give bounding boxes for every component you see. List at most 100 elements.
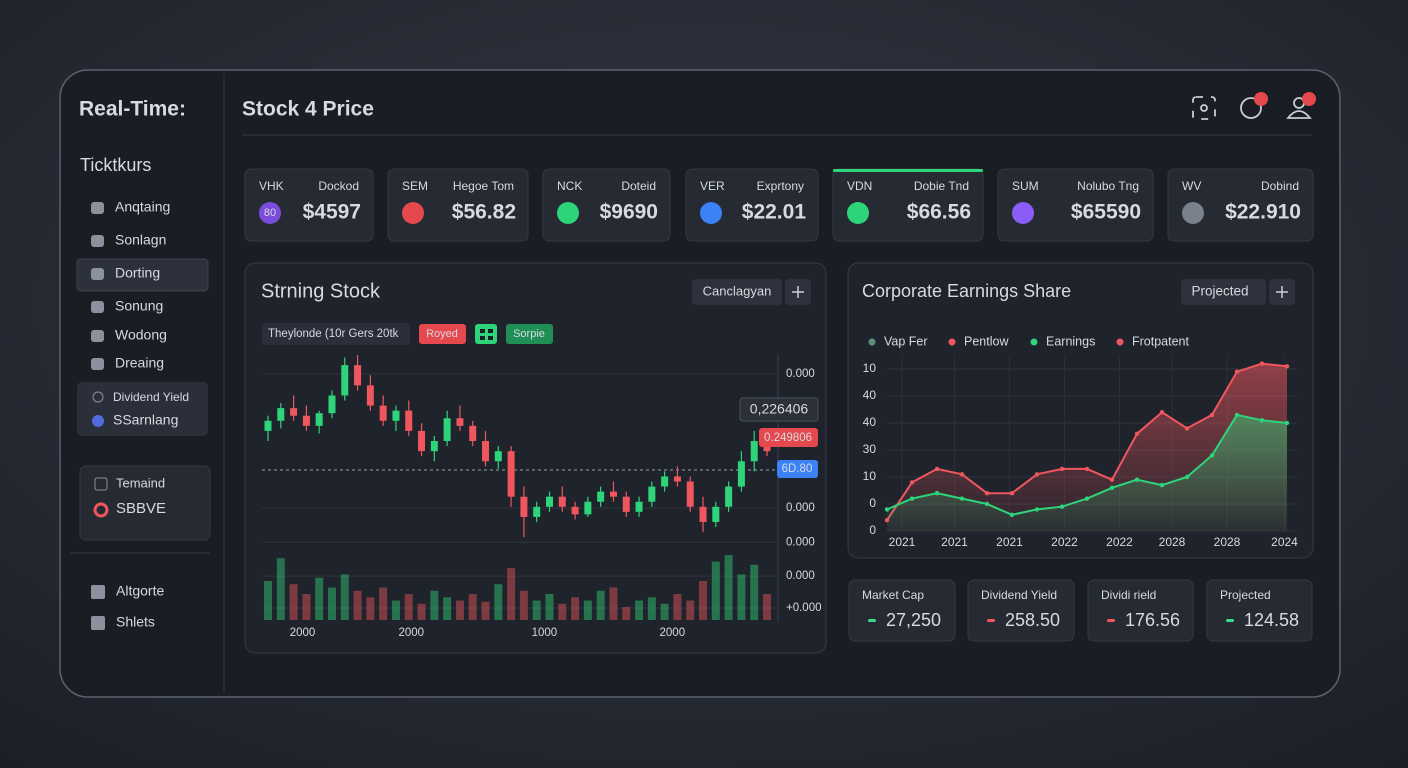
stat-icon bbox=[1226, 619, 1234, 622]
point bbox=[1134, 477, 1140, 482]
y-tick-label: 0.000 bbox=[786, 368, 815, 380]
point bbox=[1059, 466, 1065, 472]
nav-icon bbox=[91, 202, 104, 214]
volume-bar bbox=[366, 597, 375, 620]
candle-body bbox=[366, 385, 374, 406]
button[interactable] bbox=[692, 279, 782, 305]
ticker-value: $9690 bbox=[600, 201, 658, 224]
x-tick-label: 2028 bbox=[1159, 535, 1186, 549]
y-tick-label: 0 bbox=[869, 523, 876, 537]
ticker-icon bbox=[259, 202, 281, 224]
point bbox=[1284, 420, 1290, 426]
ticker-value: $4597 bbox=[303, 201, 361, 224]
nav-item[interactable]: Dorting bbox=[115, 265, 160, 281]
candle-body bbox=[302, 415, 310, 426]
legend-label: Frotpatent bbox=[1132, 334, 1190, 348]
ticker-card[interactable] bbox=[244, 168, 374, 242]
ticker-card[interactable] bbox=[997, 168, 1154, 242]
panel-title: Strning Stock bbox=[261, 280, 381, 302]
volume-bar bbox=[264, 581, 272, 620]
stat-card bbox=[1206, 579, 1313, 642]
tag[interactable] bbox=[419, 324, 466, 344]
ticker-label: Dobie Tnd bbox=[914, 179, 969, 193]
x-tick-label: 2000 bbox=[660, 627, 686, 639]
ticker-symbol: SUM bbox=[1012, 179, 1039, 193]
point bbox=[1184, 426, 1190, 431]
volume-bar bbox=[724, 555, 733, 620]
volume-bar bbox=[647, 597, 656, 620]
nav-icon bbox=[92, 415, 104, 427]
ticker-icon-label: 80 bbox=[264, 207, 276, 219]
nav-item[interactable]: Sonung bbox=[115, 298, 163, 314]
volume-bar bbox=[763, 594, 771, 620]
button[interactable] bbox=[1181, 279, 1266, 305]
point bbox=[1059, 504, 1065, 509]
app-title: Real-Time: bbox=[79, 98, 186, 121]
volume-bar bbox=[545, 594, 554, 620]
point bbox=[1084, 466, 1090, 472]
plus-icon bbox=[1276, 286, 1288, 298]
nav-item[interactable]: Anqtaing bbox=[115, 199, 170, 215]
ticker-card[interactable] bbox=[387, 168, 529, 242]
legend-label: Pentlow bbox=[964, 334, 1009, 348]
tag[interactable] bbox=[506, 324, 553, 344]
y-tick-label: 30 bbox=[863, 442, 877, 456]
y-tick-label: +0.000 bbox=[786, 602, 822, 614]
ticker-symbol: WV bbox=[1182, 179, 1201, 193]
y-tick-label: 40 bbox=[863, 388, 877, 402]
point bbox=[1259, 418, 1265, 423]
nav-item[interactable]: Wodong bbox=[115, 327, 167, 343]
scan-icon[interactable] bbox=[1192, 96, 1216, 120]
volume-bar bbox=[558, 603, 567, 620]
point bbox=[1084, 496, 1090, 501]
nav-item[interactable]: SSarnlang bbox=[113, 412, 178, 428]
ticker-card[interactable] bbox=[1167, 168, 1314, 242]
ticker-value: $65590 bbox=[1071, 201, 1141, 224]
watch-box bbox=[79, 465, 211, 541]
ticker-card[interactable] bbox=[542, 168, 671, 242]
volume-bar bbox=[353, 590, 362, 620]
point bbox=[1184, 474, 1190, 480]
candle-body bbox=[443, 418, 451, 442]
ticker-symbol: VHK bbox=[259, 179, 284, 193]
stat-icon bbox=[1107, 619, 1115, 622]
nav-item[interactable]: Shlets bbox=[116, 614, 155, 630]
tag-label: Royed bbox=[426, 328, 458, 340]
tag-icon[interactable] bbox=[475, 324, 497, 344]
point bbox=[909, 480, 915, 485]
nav-item[interactable]: Altgorte bbox=[116, 583, 164, 599]
candle-body bbox=[597, 491, 605, 502]
tag-label: Sorpie bbox=[513, 328, 545, 340]
nav-group bbox=[77, 382, 208, 436]
ticker-value: $56.82 bbox=[452, 201, 516, 224]
candle-panel bbox=[244, 262, 827, 654]
nav-item[interactable]: Sonlagn bbox=[115, 232, 166, 248]
point bbox=[1284, 364, 1290, 369]
ticker-symbol: VER bbox=[700, 179, 725, 193]
volume-bar bbox=[340, 574, 349, 620]
point bbox=[1209, 453, 1215, 458]
ticker-label: Dobind bbox=[1261, 179, 1299, 193]
volume-bar bbox=[596, 590, 605, 620]
button-label: Projected bbox=[1191, 284, 1248, 299]
ticker-card[interactable] bbox=[685, 168, 819, 242]
stat-label: Dividend Yield bbox=[981, 588, 1057, 602]
nav-item[interactable]: Dreaing bbox=[115, 355, 164, 371]
volume-bar bbox=[507, 568, 516, 620]
volume-bar bbox=[519, 590, 528, 620]
volume-bar bbox=[417, 603, 426, 620]
candle-body bbox=[686, 481, 694, 507]
ticker-icon bbox=[557, 202, 579, 224]
point bbox=[1209, 412, 1215, 418]
alert-icon[interactable] bbox=[1240, 97, 1262, 119]
x-tick-label: 2022 bbox=[1106, 535, 1133, 549]
legend-text: Theylonde (10r Gers 20tk bbox=[268, 328, 399, 340]
watch-icon bbox=[93, 502, 109, 518]
candle-body bbox=[609, 491, 617, 497]
nav-icon bbox=[91, 585, 105, 599]
ticker-value: $22.910 bbox=[1225, 201, 1301, 224]
x-tick-label: 2021 bbox=[889, 535, 916, 549]
stat-icon bbox=[987, 619, 995, 622]
watch-value: SBBVE bbox=[116, 500, 166, 517]
candle-body bbox=[277, 408, 285, 421]
